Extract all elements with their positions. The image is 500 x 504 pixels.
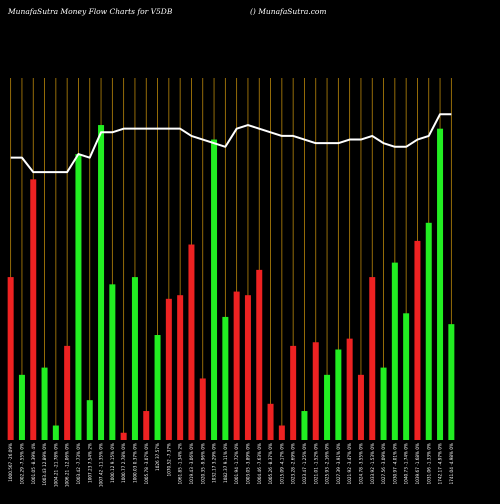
price-line bbox=[10, 113, 452, 174]
x-tick-label: 1015.09 -4.17% 0% bbox=[279, 443, 284, 484]
money-flow-bar bbox=[98, 125, 105, 440]
money-flow-bar bbox=[233, 291, 240, 440]
money-flow-bar bbox=[301, 411, 308, 440]
money-flow-bar bbox=[199, 378, 206, 440]
money-flow-bar bbox=[143, 411, 150, 440]
x-tick-label: 1021.01 -1.52% 0% bbox=[313, 443, 318, 484]
x-tick-label: 1024.78 -3.55% 0% bbox=[358, 443, 363, 484]
x-tick-label: 1001.94 -1.72% 0% bbox=[234, 443, 239, 484]
money-flow-bar bbox=[267, 403, 274, 440]
x-tick-label: 1000.77 2.78% 0% bbox=[121, 443, 126, 483]
money-flow-bar bbox=[346, 338, 353, 440]
x-tick-label: 1033.92 -1.53% 0% bbox=[370, 443, 375, 484]
money-flow-bar bbox=[380, 367, 387, 440]
x-tick-label: 1000.03 0.37% 0% bbox=[132, 443, 137, 483]
x-tick-label: 1005.26 -8.37% 0% bbox=[268, 443, 273, 484]
money-flow-bar bbox=[391, 262, 398, 440]
money-flow-bar bbox=[290, 345, 297, 440]
x-tick-label: 1007.23 7.54% 2% bbox=[87, 443, 92, 483]
x-tick-label: 1040.73 -1.74% 0% bbox=[404, 443, 409, 484]
money-flow-bar bbox=[154, 335, 161, 440]
money-flow-bar bbox=[177, 295, 184, 440]
x-tick-label: 1026 37.57% bbox=[155, 443, 160, 471]
x-tick-label: 1005.78 -3.07% 0% bbox=[144, 443, 149, 484]
money-flow-bar bbox=[222, 316, 229, 440]
x-tick-label: 1006.21 -12.06% 0% bbox=[65, 443, 70, 487]
money-flow-bar bbox=[437, 128, 444, 440]
x-tick-label: 1002.29 -7.55% 0% bbox=[19, 443, 24, 484]
x-tick-label: 1082.37 9.11% 0% bbox=[223, 443, 228, 483]
x-tick-label: 1001.05 -8.39% 4% bbox=[31, 443, 36, 484]
money-flow-bar bbox=[211, 139, 218, 441]
money-flow-bar bbox=[131, 277, 138, 440]
chart-title: MunafaSutra Money Flow Charts for V5DB bbox=[8, 7, 173, 16]
x-tick-label: 1070.52 -7.37% bbox=[166, 443, 171, 476]
site-watermark: () MunafaSutra.com bbox=[250, 7, 327, 16]
money-flow-bar bbox=[18, 374, 25, 440]
x-tick-label: 1025.93 -2.16% 0% bbox=[325, 443, 330, 484]
money-flow-bar bbox=[256, 269, 263, 440]
x-tick-label: 1023.28 -2.69% 0% bbox=[291, 443, 296, 484]
money-flow-bar bbox=[425, 222, 432, 440]
x-tick-label: 1032.17 3.29% 0% bbox=[212, 443, 217, 483]
x-tick-label: 1021.92 -3.47% 0% bbox=[347, 443, 352, 484]
money-flow-bar bbox=[188, 244, 195, 440]
x-tick-label: 1030.97 -4.01% 0% bbox=[392, 443, 397, 484]
x-tick-label: 1004.21 -21.78% 0% bbox=[53, 443, 58, 487]
x-tick-label: 1000.12 9.15% 0% bbox=[110, 443, 115, 483]
x-tick-label: 1003.43 12.89% 0% bbox=[42, 443, 47, 486]
money-flow-bar bbox=[109, 284, 116, 440]
money-flow-bar bbox=[75, 154, 82, 440]
money-flow-bar bbox=[52, 425, 59, 440]
x-tick-label: 1741.04 -4.98% 0% bbox=[449, 443, 454, 484]
x-tick-label: 1039.67 -1.68% 0% bbox=[415, 443, 420, 484]
x-tick-label: 1000.567 -26.09% bbox=[8, 443, 13, 482]
x-tick-label: 1027.56 -3.09% 0% bbox=[381, 443, 386, 484]
money-flow-bar bbox=[86, 400, 93, 440]
money-flow-bar bbox=[357, 374, 364, 440]
money-flow-bar bbox=[324, 374, 331, 440]
money-flow-bar bbox=[448, 324, 455, 440]
x-tick-label: 1007.42 -11.35% 0% bbox=[99, 443, 104, 487]
x-tick-label: 1023.47 -1.25% 0% bbox=[302, 443, 307, 484]
money-flow-bar bbox=[369, 277, 376, 440]
money-flow-bar bbox=[64, 345, 71, 440]
money-flow-bar bbox=[7, 277, 14, 440]
x-tick-label: 1020.35 -9.96% 0% bbox=[200, 443, 205, 484]
x-tick-label: 1061.85 -1.34% 2% bbox=[178, 443, 183, 484]
money-flow-bar bbox=[403, 313, 410, 440]
x-tick-label: 1003.05 -3.89% 0% bbox=[245, 443, 250, 484]
x-tick-label: 1019.43 -3.06% 0% bbox=[189, 443, 194, 484]
x-tick-label: 1742.17 -4.97% 0% bbox=[438, 443, 443, 484]
money-flow-bar bbox=[165, 298, 172, 440]
money-flow-bar bbox=[41, 367, 48, 440]
x-tick-label: 1031.06 -1.33% 0% bbox=[426, 443, 431, 484]
x-tick-label: 1003.42 -7.73% 0% bbox=[76, 443, 81, 484]
money-flow-bar bbox=[30, 179, 37, 441]
money-flow-bar bbox=[335, 349, 342, 440]
x-tick-label: 1004.46 -7.63% 0% bbox=[257, 443, 262, 484]
money-flow-bar bbox=[312, 342, 319, 440]
money-flow-bar bbox=[278, 425, 285, 440]
money-flow-bar bbox=[120, 432, 127, 440]
x-tick-label: 1027.39 -3.91% 0% bbox=[336, 443, 341, 484]
money-flow-bar bbox=[414, 240, 421, 440]
money-flow-bar bbox=[244, 295, 251, 440]
